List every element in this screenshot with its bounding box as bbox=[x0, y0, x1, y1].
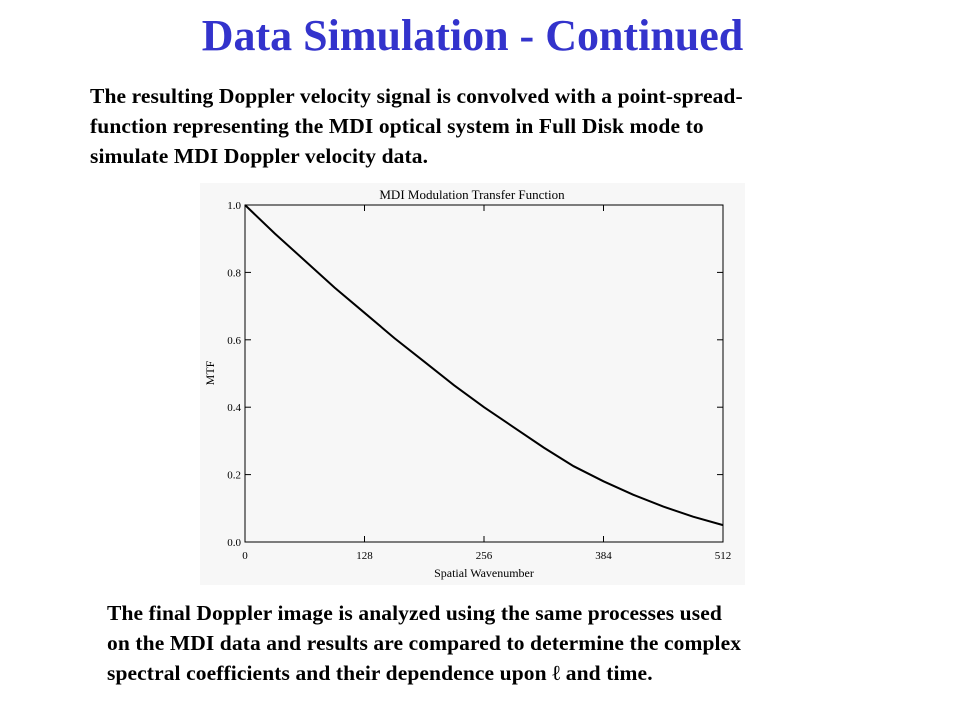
y-axis-label: MTF bbox=[203, 360, 217, 385]
intro-line: The resulting Doppler velocity signal is… bbox=[90, 84, 743, 108]
outro-line: The final Doppler image is analyzed usin… bbox=[107, 601, 722, 625]
slide-title: Data Simulation - Continued bbox=[201, 11, 744, 60]
intro-paragraph: The resulting Doppler velocity signal is… bbox=[90, 81, 743, 171]
outro-line: on the MDI data and results are compared… bbox=[107, 631, 742, 655]
plot-frame bbox=[244, 204, 724, 543]
y-tick-label: 0.4 bbox=[227, 402, 241, 414]
x-axis-ticks: 0 128 256 384 512 bbox=[242, 205, 731, 562]
chart-title: MDI Modulation Transfer Function bbox=[379, 187, 565, 202]
x-tick-label: 256 bbox=[476, 550, 493, 562]
mtf-curve bbox=[244, 204, 724, 527]
mtf-chart-svg: MDI Modulation Transfer Function 0 128 256… bbox=[203, 187, 731, 580]
intro-line: function representing the MDI optical sy… bbox=[90, 114, 704, 138]
x-tick-label: 128 bbox=[356, 550, 373, 562]
outro-paragraph: The final Doppler image is analyzed usin… bbox=[107, 598, 741, 688]
y-tick-label: 0.0 bbox=[227, 537, 241, 549]
y-tick-label: 0.2 bbox=[227, 470, 241, 482]
y-tick-label: 0.8 bbox=[227, 267, 241, 279]
y-tick-label: 1.0 bbox=[227, 200, 241, 212]
y-axis-ticks: 0.0 0.2 0.4 0.6 0.8 1.0 bbox=[227, 200, 723, 549]
x-tick-label: 384 bbox=[595, 550, 612, 562]
outro-line: spectral coefficients and their dependen… bbox=[107, 661, 653, 685]
x-tick-label: 512 bbox=[715, 550, 732, 562]
x-axis-label: Spatial Wavenumber bbox=[434, 566, 534, 580]
y-tick-label: 0.6 bbox=[227, 335, 241, 347]
intro-line: simulate MDI Doppler velocity data. bbox=[90, 144, 429, 168]
mtf-chart: MDI Modulation Transfer Function 0 128 256… bbox=[200, 183, 745, 585]
x-tick-label: 0 bbox=[242, 550, 248, 562]
